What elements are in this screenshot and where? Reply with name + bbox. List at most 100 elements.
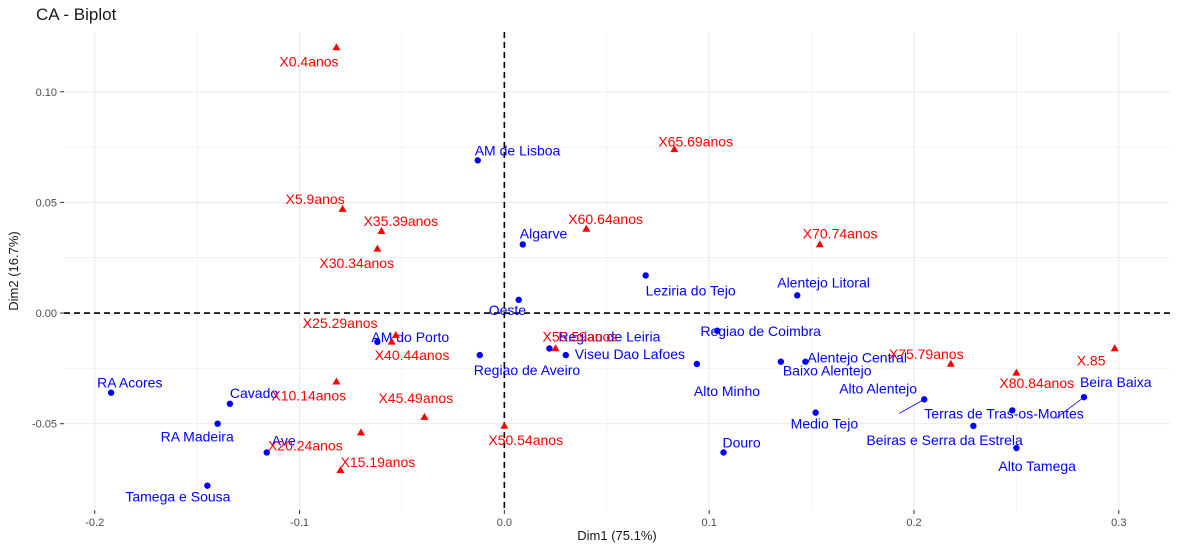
point-label: Beiras e Serra da Estrela <box>866 432 1023 448</box>
point-label: RA Madeira <box>161 429 234 445</box>
point-label: X15.19anos <box>341 454 416 470</box>
triangle-marker <box>332 377 341 385</box>
plot-panel <box>64 32 1170 510</box>
column-point: X25.29anos <box>303 315 400 338</box>
y-tick-label: -0.05 <box>32 419 57 431</box>
y-tick-label: 0.05 <box>36 197 57 209</box>
column-point: X20.24anos <box>268 428 365 454</box>
triangle-marker <box>1110 344 1119 352</box>
circle-marker <box>921 396 928 403</box>
point-label: Viseu Dao Lafoes <box>575 346 685 362</box>
circle-marker <box>693 360 701 368</box>
row-point: Beiras e Serra da Estrela <box>866 422 1023 448</box>
circle-marker <box>474 157 481 164</box>
point-label: X35.39anos <box>363 213 438 229</box>
circle-marker <box>519 241 526 248</box>
triangle-marker <box>391 330 400 338</box>
row-point: Cavado <box>226 385 278 407</box>
y-tick-label: 0.00 <box>36 308 57 320</box>
point-label: Alentejo Central <box>807 350 907 366</box>
x-tick-label: -0.1 <box>290 517 309 529</box>
point-label: Alto Alentejo <box>839 380 917 396</box>
circle-marker <box>107 389 115 396</box>
row-point: Regiao de Aveiro <box>474 351 580 378</box>
point-label: Douro <box>723 434 761 450</box>
row-point: Terras de Tras-os-Montes <box>924 405 1084 421</box>
point-label: X10.14anos <box>271 388 346 404</box>
point-label: Regiao de Leiria <box>558 328 660 344</box>
column-point: X15.19anos <box>336 454 416 473</box>
circle-marker <box>263 449 270 456</box>
column-point: X30.34anos <box>319 244 394 271</box>
point-label: Baixo Alentejo <box>783 363 872 379</box>
circle-marker <box>812 409 819 416</box>
point-label: X65.69anos <box>658 133 733 149</box>
triangle-marker <box>1012 368 1021 376</box>
circle-marker <box>970 422 977 430</box>
point-label: X0.4anos <box>279 53 338 69</box>
triangle-marker <box>338 204 347 212</box>
y-tick-label: 0.10 <box>36 87 57 99</box>
column-point: X50.54anos <box>488 421 563 448</box>
label-leader-line <box>899 399 925 414</box>
column-point: X.85 <box>1077 344 1119 368</box>
column-point: X40.44anos <box>375 337 449 363</box>
circle-marker <box>802 358 809 365</box>
column-point: X75.79anos <box>889 346 964 367</box>
triangle-marker <box>815 240 824 248</box>
x-tick-label: -0.2 <box>85 517 104 529</box>
circle-marker <box>720 449 727 456</box>
point-label: X50.54anos <box>488 432 563 448</box>
triangle-marker <box>387 337 396 345</box>
circle-marker <box>1013 444 1020 452</box>
row-point: Regiao de Leiria <box>546 328 661 352</box>
circle-marker <box>562 351 569 359</box>
column-point: X45.49anos <box>378 390 453 420</box>
y-axis-title: Dim2 (16.7%) <box>6 231 21 310</box>
row-point: AM de Lisboa <box>474 142 561 164</box>
point-label: Ave <box>272 432 296 448</box>
point-label: AM do Porto <box>371 329 449 345</box>
column-point: X0.4anos <box>279 43 341 69</box>
row-point: RA Madeira <box>161 420 234 445</box>
row-point: Regiao de Coimbra <box>700 323 821 339</box>
point-label: Regiao de Coimbra <box>700 323 821 339</box>
column-point: X10.14anos <box>271 377 346 404</box>
circle-marker <box>204 482 211 489</box>
column-point: X35.39anos <box>363 213 438 234</box>
circle-marker <box>642 272 649 279</box>
point-label: X55.59anos <box>543 328 618 344</box>
x-tick-label: 0.2 <box>906 517 921 529</box>
point-label: Tamega e Sousa <box>125 489 230 505</box>
row-point: Alto Alentejo <box>839 380 928 414</box>
circle-marker <box>1080 393 1088 401</box>
point-label: Algarve <box>520 225 568 241</box>
point-label: X5.9anos <box>286 191 345 207</box>
row-point: Tamega e Sousa <box>125 482 231 505</box>
triangle-marker <box>336 465 345 473</box>
point-label: X80.84anos <box>999 375 1074 391</box>
point-label: Medio Tejo <box>791 416 859 432</box>
point-label: Cavado <box>230 385 278 401</box>
circle-marker <box>546 345 553 352</box>
circle-marker <box>515 296 522 303</box>
circle-marker <box>777 358 785 365</box>
point-label: X45.49anos <box>378 390 453 406</box>
x-axis-title: Dim1 (75.1%) <box>577 528 656 543</box>
row-point: Douro <box>720 434 761 456</box>
circle-marker <box>476 351 483 359</box>
point-label: Alentejo Litoral <box>777 274 870 290</box>
point-label: X30.34anos <box>319 255 394 271</box>
circle-marker <box>794 292 801 299</box>
point-label: X.85 <box>1077 352 1106 368</box>
point-label: Alto Tamega <box>998 458 1076 474</box>
triangle-marker <box>356 428 365 436</box>
point-label: Leziria do Tejo <box>646 282 736 298</box>
point-label: Terras de Tras-os-Montes <box>924 405 1084 421</box>
triangle-marker <box>420 412 429 420</box>
point-label: X25.29anos <box>303 315 378 331</box>
row-point: AM do Porto <box>371 329 449 346</box>
circle-marker <box>1009 407 1016 414</box>
row-point: Alentejo Litoral <box>777 274 870 299</box>
row-point: Leziria do Tejo <box>642 272 736 298</box>
